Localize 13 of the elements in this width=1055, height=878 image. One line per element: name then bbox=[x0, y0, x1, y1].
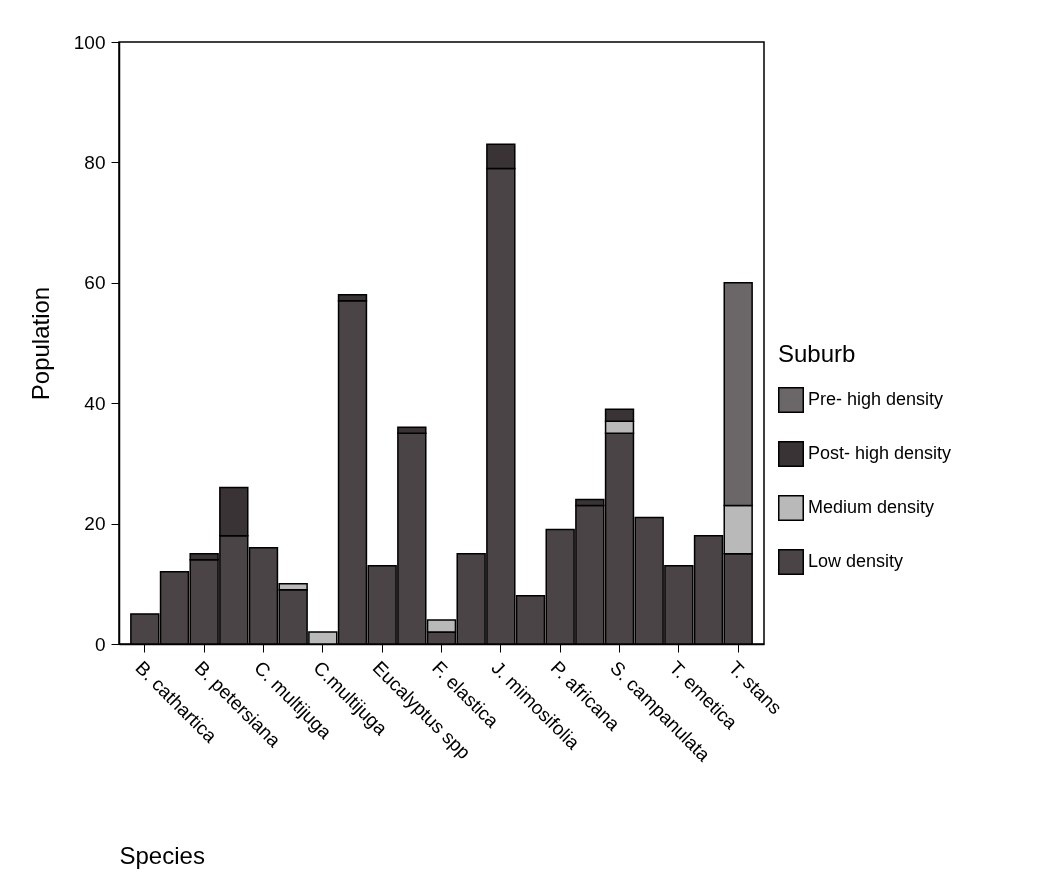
y-tick-label: 100 bbox=[73, 31, 106, 53]
y-tick-label: 60 bbox=[84, 272, 106, 294]
legend-label: Medium density bbox=[808, 497, 935, 517]
y-tick-label: 80 bbox=[84, 151, 106, 173]
legend-label: Post- high density bbox=[808, 443, 952, 463]
legend-label: Pre- high density bbox=[808, 389, 944, 409]
x-axis-title: Species bbox=[119, 841, 205, 869]
y-tick-label: 0 bbox=[94, 633, 106, 655]
y-tick-label: 20 bbox=[84, 513, 106, 535]
legend-label: Low density bbox=[808, 551, 904, 571]
legend-title: Suburb bbox=[778, 340, 856, 367]
y-axis-title: Population bbox=[26, 286, 54, 401]
y-tick-label: 40 bbox=[84, 392, 106, 414]
